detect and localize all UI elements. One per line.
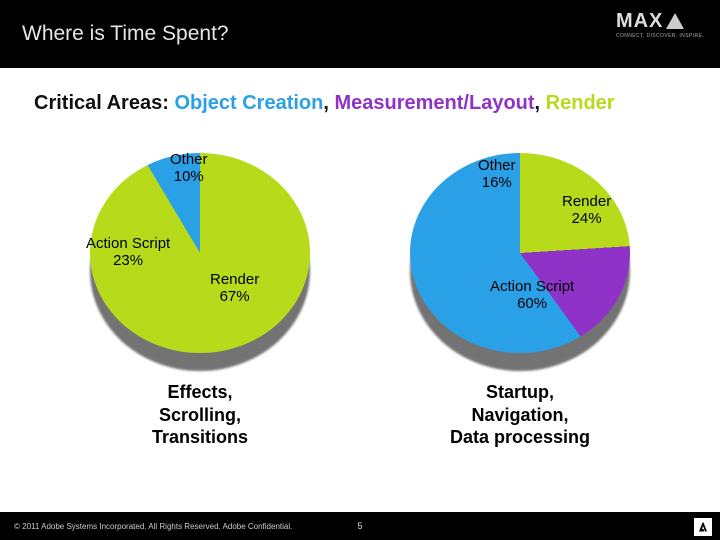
slide-footer: © 2011 Adobe Systems Incorporated. All R… <box>0 512 720 540</box>
subtitle-area-2: Measurement/Layout <box>334 92 534 114</box>
pie-1-container: Render67% Action Script23% Other10% <box>80 143 320 373</box>
subtitle-area-3: Render <box>546 92 615 114</box>
slide-title: Where is Time Spent? <box>22 22 229 46</box>
pie-2 <box>410 153 630 353</box>
subtitle-area-1: Object Creation <box>174 92 323 114</box>
max-logo-tagline: CONNECT. DISCOVER. INSPIRE. <box>616 33 704 39</box>
critical-areas-subtitle: Critical Areas: Object Creation, Measure… <box>34 92 720 115</box>
pie-2-label-actionscript: Action Script60% <box>490 278 574 313</box>
pie-2-label-render: Render24% <box>562 193 611 228</box>
subtitle-prefix: Critical Areas: <box>34 92 174 114</box>
chart-1-caption: Effects,Scrolling,Transitions <box>80 381 320 449</box>
chart-effects: Render67% Action Script23% Other10% Effe… <box>80 143 320 449</box>
chart-startup: Render24% Other16% Action Script60% Star… <box>400 143 640 449</box>
max-logo: MAX CONNECT. DISCOVER. INSPIRE. <box>616 10 704 39</box>
footer-page-number: 5 <box>357 521 362 531</box>
pie-1-label-actionscript: Action Script23% <box>86 235 170 270</box>
chart-2-caption: Startup,Navigation,Data processing <box>400 381 640 449</box>
subtitle-sep: , <box>535 92 546 114</box>
adobe-logo-icon <box>694 518 712 536</box>
pie-1-label-render: Render67% <box>210 271 259 306</box>
slide-header: Where is Time Spent? MAX CONNECT. DISCOV… <box>0 0 720 68</box>
pie-2-container: Render24% Other16% Action Script60% <box>400 143 640 373</box>
max-logo-triangle-icon <box>666 13 684 29</box>
max-logo-text: MAX <box>616 10 663 33</box>
pie-1-label-other: Other10% <box>170 151 208 186</box>
pie-2-label-other: Other16% <box>478 157 516 192</box>
charts-row: Render67% Action Script23% Other10% Effe… <box>0 143 720 449</box>
subtitle-sep: , <box>323 92 334 114</box>
footer-copyright: © 2011 Adobe Systems Incorporated. All R… <box>14 522 292 531</box>
